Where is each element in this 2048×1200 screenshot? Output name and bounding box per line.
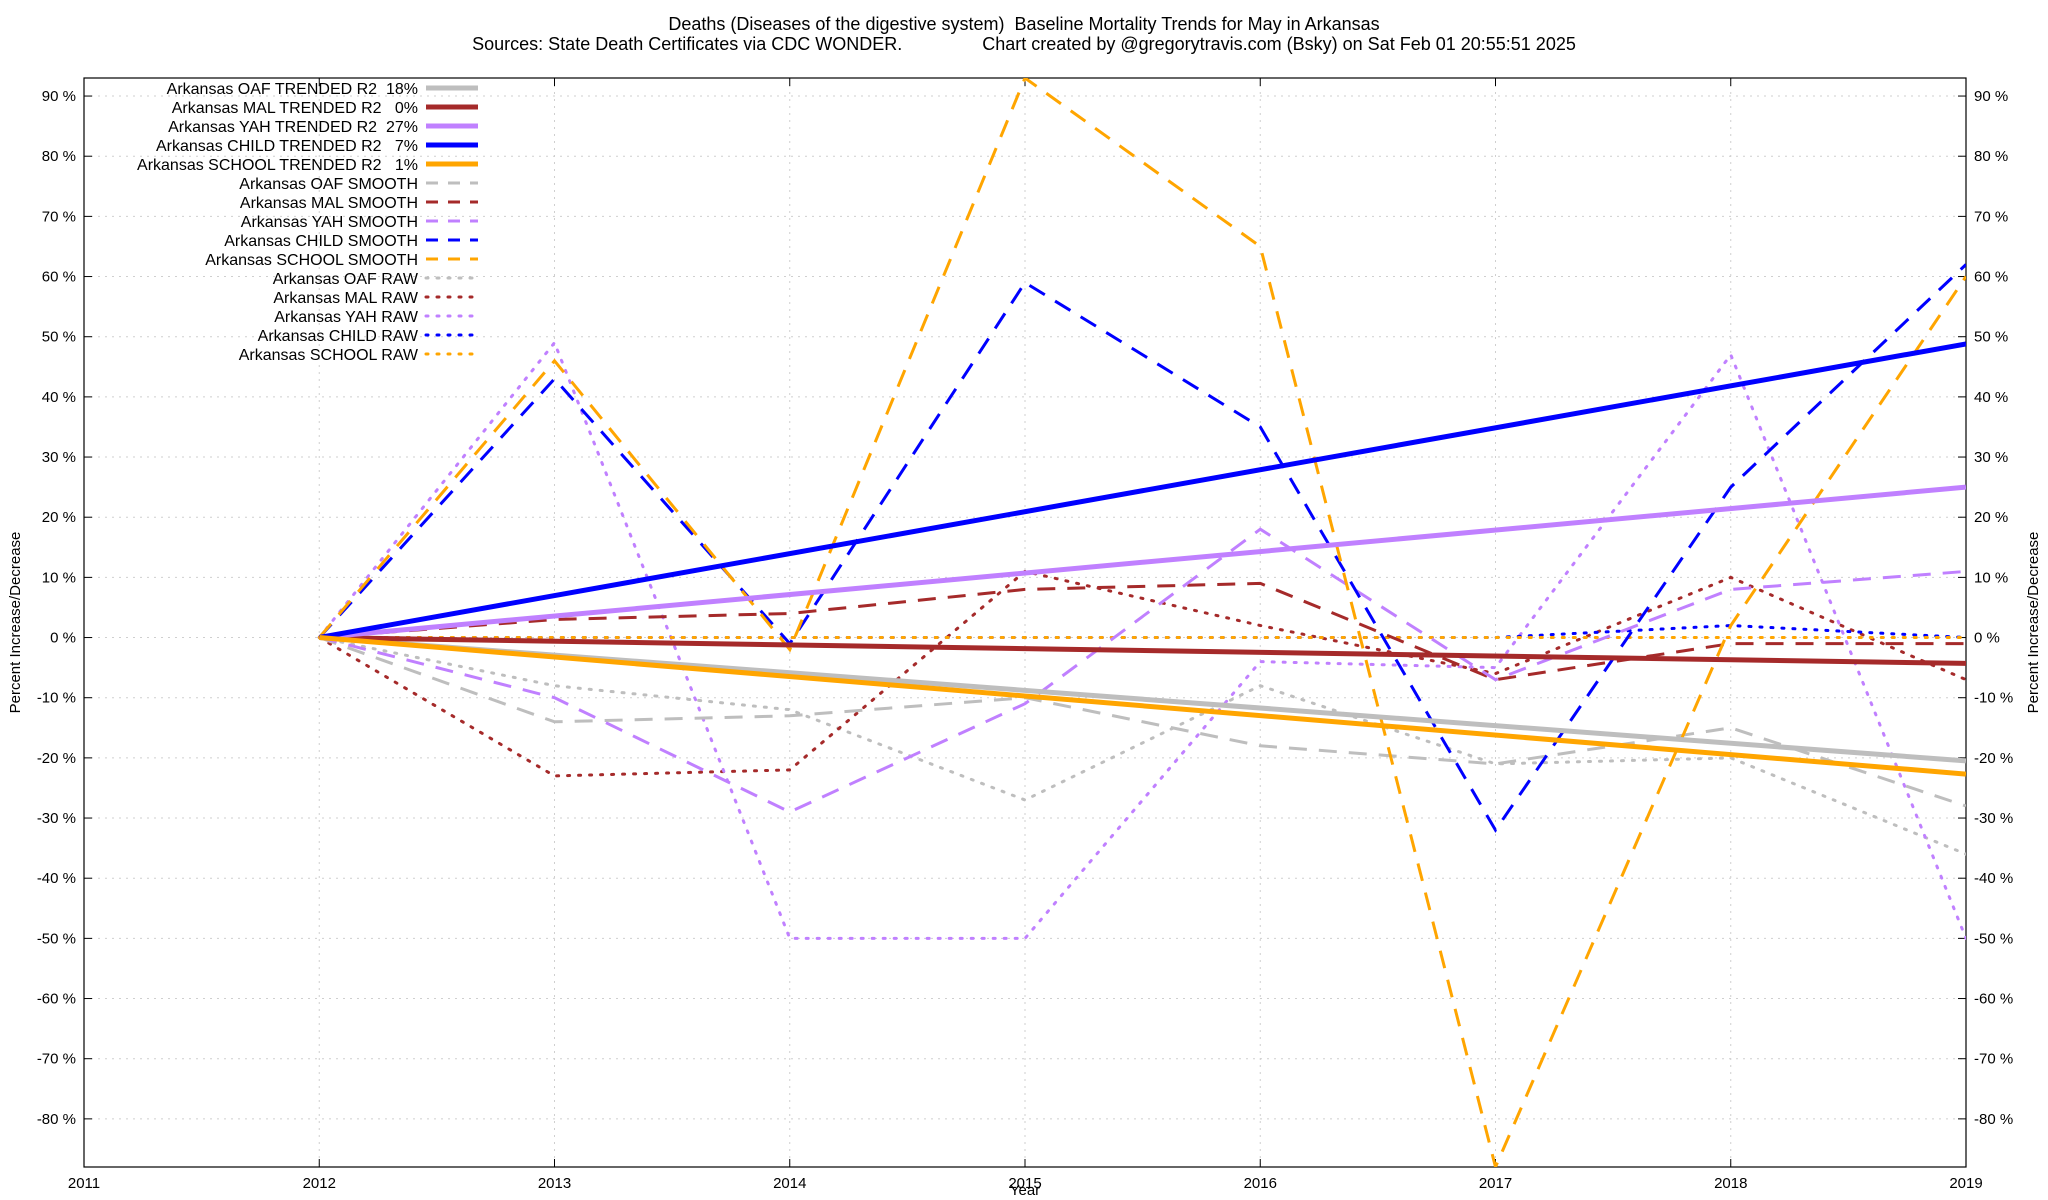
y-tick-label-right: 20 %	[1974, 509, 2008, 526]
y-tick-label-right: -60 %	[1974, 991, 2013, 1008]
x-axis-title: Year	[1010, 1182, 1040, 1199]
y-tick-label-right: 50 %	[1974, 329, 2008, 346]
y-tick-label-right: -80 %	[1974, 1111, 2013, 1128]
y-tick-label-right: -20 %	[1974, 750, 2013, 767]
y-tick-label-left: 0 %	[50, 630, 76, 647]
legend-label-arkansas-child-raw: Arkansas CHILD RAW	[258, 328, 419, 345]
series-line-arkansas-yah-raw	[317, 339, 1966, 940]
chart-subtitle: Sources: State Death Certificates via CD…	[472, 34, 1576, 54]
series-line-arkansas-mal-trended-r2-0	[319, 635, 1966, 666]
legend-label-arkansas-child-smooth: Arkansas CHILD SMOOTH	[224, 233, 418, 250]
series-line-arkansas-mal-raw	[317, 569, 1966, 778]
y-tick-label-right: 70 %	[1974, 208, 2008, 225]
y-tick-label-left: 40 %	[42, 389, 76, 406]
x-tick-label: 2012	[303, 1175, 336, 1192]
y-tick-label-right: -70 %	[1974, 1051, 2013, 1068]
legend-label-arkansas-child-trended-r2-7: Arkansas CHILD TRENDED R2 7%	[156, 138, 418, 155]
y-tick-label-left: -40 %	[37, 870, 76, 887]
series-line-arkansas-child-smooth	[318, 263, 1966, 833]
legend-label-arkansas-yah-raw: Arkansas YAH RAW	[274, 309, 419, 326]
x-tick-label: 2015	[1008, 1175, 1041, 1192]
legend-label-arkansas-oaf-raw: Arkansas OAF RAW	[273, 271, 419, 288]
y-tick-label-right: -40 %	[1974, 870, 2013, 887]
series-line-arkansas-child-raw	[317, 623, 1966, 639]
legend-label-arkansas-yah-trended-r2-27: Arkansas YAH TRENDED R2 27%	[168, 119, 418, 136]
series-line-arkansas-oaf-smooth	[318, 636, 1966, 808]
y-tick-label-left: -80 %	[37, 1111, 76, 1128]
series-line-arkansas-mal-smooth	[319, 581, 1966, 682]
y-tick-label-left: 50 %	[42, 329, 76, 346]
x-tick-label: 2017	[1479, 1175, 1512, 1192]
y-tick-label-left: -50 %	[37, 930, 76, 947]
y-tick-label-left: -10 %	[37, 690, 76, 707]
legend-label-arkansas-oaf-smooth: Arkansas OAF SMOOTH	[239, 176, 418, 193]
series-line-arkansas-child-trended-r2-7	[318, 341, 1966, 640]
legend-label-arkansas-oaf-trended-r2-18: Arkansas OAF TRENDED R2 18%	[167, 81, 418, 98]
legend: Arkansas OAF TRENDED R2 18% Arkansas MAL …	[137, 81, 480, 364]
y2-axis-title: Percent Increase/Decrease	[2025, 532, 2042, 714]
series-line-arkansas-oaf-raw	[317, 636, 1966, 856]
x-tick-label: 2011	[68, 1175, 100, 1192]
y-tick-label-left: -70 %	[37, 1051, 76, 1068]
legend-label-arkansas-school-raw: Arkansas SCHOOL RAW	[239, 347, 419, 364]
legend-label-arkansas-mal-smooth: Arkansas MAL SMOOTH	[240, 195, 418, 212]
y-tick-label-right: -50 %	[1974, 930, 2013, 947]
y-tick-label-left: 80 %	[42, 148, 76, 165]
y-tick-label-right: 10 %	[1974, 569, 2008, 586]
legend-label-arkansas-mal-raw: Arkansas MAL RAW	[273, 290, 419, 307]
y-axis-title: Percent Increase/Decrease	[7, 532, 24, 714]
y-tick-label-right: 90 %	[1974, 88, 2008, 105]
legend-label-arkansas-school-trended-r2-1: Arkansas SCHOOL TRENDED R2 1%	[137, 157, 418, 174]
y-tick-label-left: -20 %	[37, 750, 76, 767]
y-tick-label-right: 0 %	[1974, 630, 2000, 647]
series-line-arkansas-yah-trended-r2-27	[319, 484, 1966, 640]
legend-label-arkansas-yah-smooth: Arkansas YAH SMOOTH	[241, 214, 418, 231]
y-tick-label-right: 60 %	[1974, 269, 2008, 286]
y-tick-label-left: 10 %	[42, 569, 76, 586]
y-tick-label-right: 40 %	[1974, 389, 2008, 406]
y-tick-label-left: -60 %	[37, 991, 76, 1008]
series-line-arkansas-school-smooth	[318, 78, 1966, 1167]
y-tick-label-right: 80 %	[1974, 148, 2008, 165]
legend-label-arkansas-school-smooth: Arkansas SCHOOL SMOOTH	[205, 252, 418, 269]
y-tick-label-right: -30 %	[1974, 810, 2013, 827]
y-tick-label-left: -30 %	[37, 810, 76, 827]
y-tick-label-left: 70 %	[42, 208, 76, 225]
x-tick-label: 2019	[1949, 1175, 1982, 1192]
chart-title: Deaths (Diseases of the digestive system…	[668, 14, 1380, 34]
legend-label-arkansas-mal-trended-r2-0: Arkansas MAL TRENDED R2 0%	[172, 100, 418, 117]
y-tick-label-left: 30 %	[42, 449, 76, 466]
series-line-arkansas-school-trended-r2-1	[319, 635, 1966, 777]
y-tick-label-right: 30 %	[1974, 449, 2008, 466]
y-tick-label-left: 90 %	[42, 88, 76, 105]
y-tick-label-right: -10 %	[1974, 690, 2013, 707]
y-tick-label-left: 60 %	[42, 269, 76, 286]
x-tick-label: 2014	[773, 1175, 806, 1192]
y-tick-label-left: 20 %	[42, 509, 76, 526]
x-tick-label: 2018	[1714, 1175, 1747, 1192]
series-line-arkansas-yah-smooth	[318, 527, 1966, 814]
data-series	[317, 78, 1966, 1167]
axis-ticks: 90 % 90 % 80 % 80 % 70 % 70 % 60 % 60 % 50 % 50 %…	[37, 78, 2013, 1192]
x-tick-label: 2013	[538, 1175, 571, 1192]
x-tick-label: 2016	[1244, 1175, 1277, 1192]
